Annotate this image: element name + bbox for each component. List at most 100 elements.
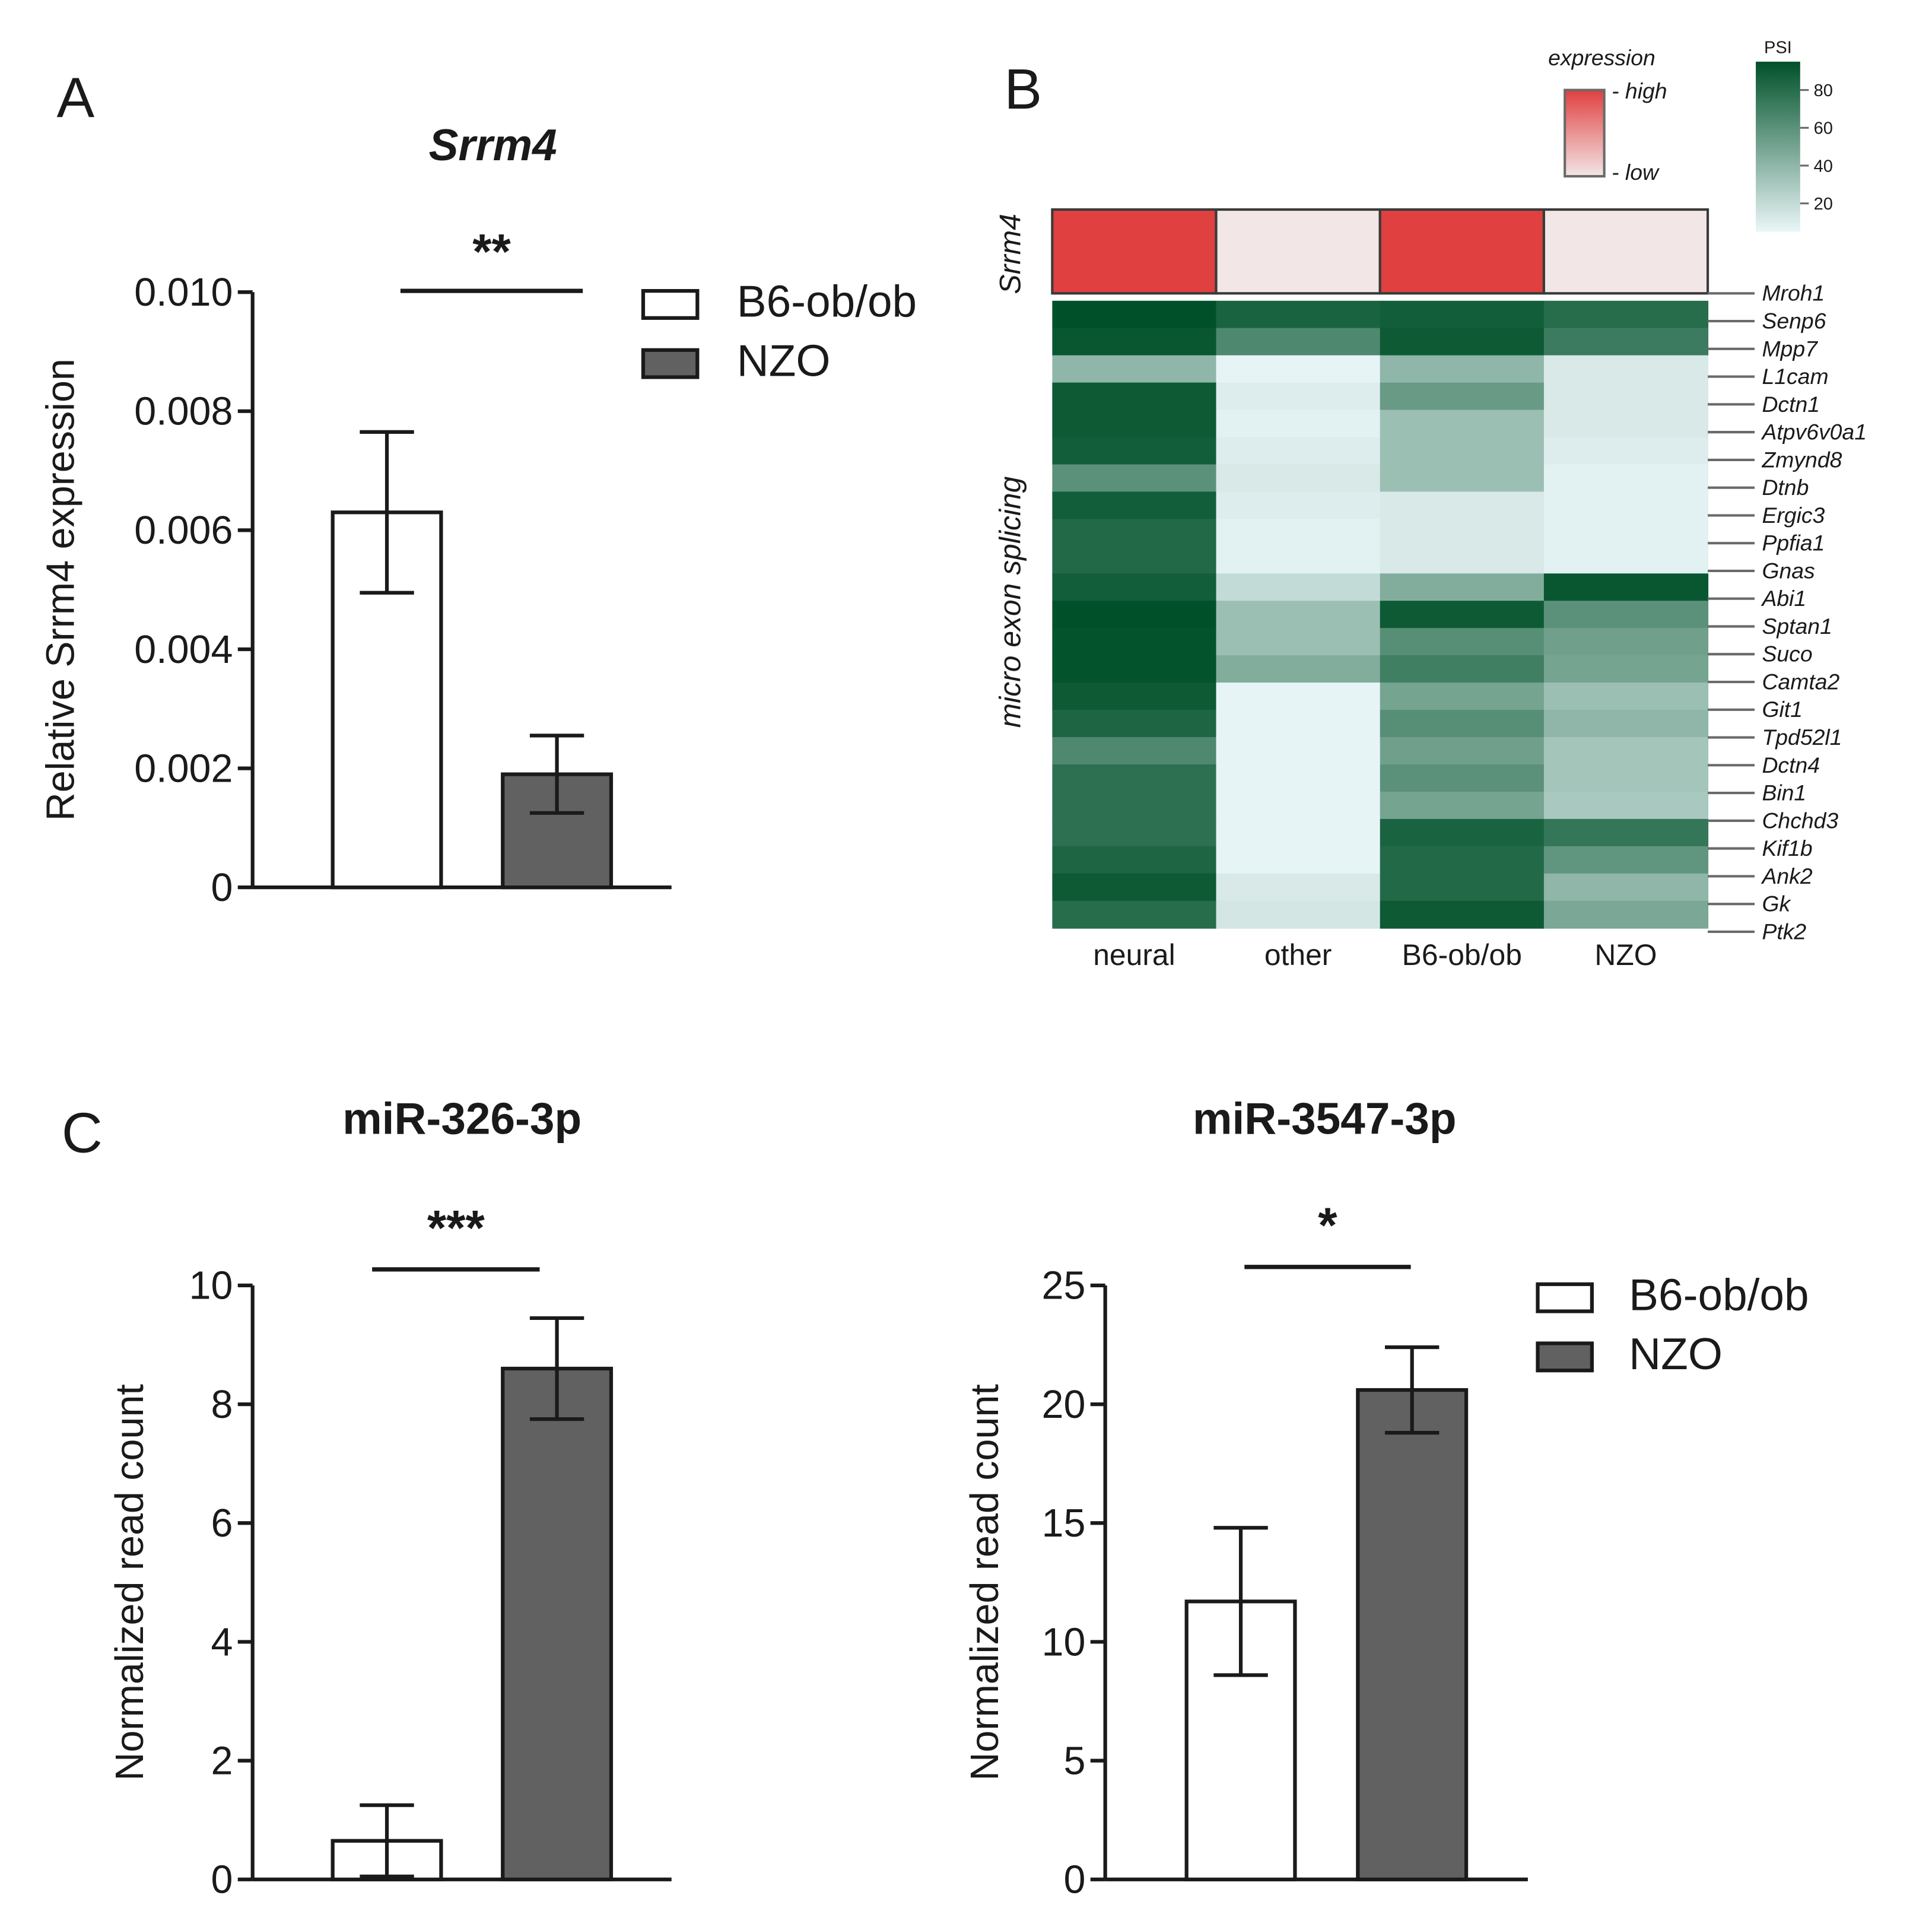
heatmap-gene-label: Mroh1 [1762,281,1825,306]
heatmap-cell [1052,764,1217,792]
heatmap-cell [1543,900,1709,929]
heatmap-cell [1543,491,1709,520]
heatmap-cell [1543,355,1709,383]
panel-a-letter: A [57,66,95,129]
heatmap-gene-label: Ptk2 [1762,919,1806,944]
panel-c1-y-tick-label: 4 [211,1620,233,1664]
heatmap-cell [1052,601,1217,629]
legend-top: B6-ob/ob NZO [641,277,917,385]
heatmap-cell [1380,710,1545,738]
heatmap-gene-label: Dctn4 [1762,753,1820,777]
heatmap-gene-label: Sptan1 [1762,614,1832,639]
panel-c2-significance-stars: * [1318,1198,1337,1253]
heatmap-cell [1543,628,1709,656]
panel-c1-bar-nzo [501,1366,614,1881]
heatmap-cell [1380,491,1545,520]
panel-c2-y-tick-label: 5 [1063,1739,1085,1783]
heatmap-side-label: micro exon splicing [993,476,1027,728]
heatmap-cell [1543,737,1709,766]
heatmap-cell [1216,873,1381,902]
heatmap-gene-label: Kif1b [1762,836,1812,861]
heatmap-cell [1216,655,1381,684]
heatmap-cell [1543,655,1709,684]
legend-top-swatch-nzo [641,348,700,379]
legend-top-label-nzo: NZO [737,335,831,385]
heatmap-cell [1216,410,1381,438]
legend-bottom-label-nzo: NZO [1629,1329,1723,1379]
expression-legend-title: expression [1548,45,1655,70]
heatmap-cell [1380,628,1545,656]
panel-c2-y-tick-label: 10 [1042,1620,1086,1664]
expression-legend-high: - high [1612,78,1667,103]
panel-c1-y-axis-label: Normalized read count [108,1384,152,1780]
heatmap-cell [1543,410,1709,438]
heatmap-cell [1380,410,1545,438]
psi-legend-title: PSI [1764,38,1792,57]
panel-c1-y-tick-label: 6 [211,1502,233,1545]
heatmap-gene-label: Zmynd8 [1761,447,1842,472]
panel-c2-bar-nzo [1356,1388,1469,1881]
heatmap-gene-label: Dtnb [1762,475,1809,500]
heatmap-expression-cell-neural [1051,208,1218,295]
heatmap-cell [1052,464,1217,493]
panel-a-significance-stars: ** [472,224,511,280]
heatmap-gene-label: Chchd3 [1762,808,1838,833]
heatmap-cell [1380,873,1545,902]
heatmap-gene-label: L1cam [1762,364,1828,389]
heatmap-cell [1052,791,1217,820]
heatmap-cell [1543,601,1709,629]
panel-c1-significance-stars: *** [427,1200,485,1255]
heatmap-cell [1380,573,1545,602]
heatmap-cell [1380,546,1545,574]
heatmap-cell [1216,300,1381,329]
heatmap-cell [1380,655,1545,684]
legend-bottom-label-b6: B6-ob/ob [1629,1269,1809,1319]
heatmap-cell [1216,437,1381,465]
panel-a-y-axis-label: Relative Srrm4 expression [39,358,83,821]
heatmap-column-label: neural [1093,938,1175,972]
heatmap-cell [1052,355,1217,383]
heatmap-cell [1380,764,1545,792]
heatmap-cell [1216,737,1381,766]
heatmap-cell [1052,328,1217,356]
heatmap-cell [1216,573,1381,602]
heatmap-cell [1380,519,1545,547]
heatmap-gene-label: Ppfia1 [1762,531,1825,556]
heatmap-cell [1543,328,1709,356]
heatmap-cell [1216,846,1381,874]
heatmap-cell [1543,710,1709,738]
heatmap-cell [1543,818,1709,847]
heatmap-cell [1216,710,1381,738]
panel-b: B Srrm4 micro exon splicing Mroh1 Senp6Mpp7… [993,38,1867,972]
heatmap-cell [1380,683,1545,711]
panel-c2-title: miR-3547-3p [1193,1093,1457,1143]
heatmap-cell [1052,491,1217,520]
panel-c2-y-tick-label: 25 [1042,1264,1086,1308]
panel-a: A Srrm4 0 0.002 0.004 0.006 0.008 0.010 Relati… [39,66,917,910]
heatmap-cell [1216,328,1381,356]
psi-legend-bar [1756,61,1800,232]
panel-a-chart: 0 0.002 0.004 0.006 0.008 0.010 Relative Srrm4… [39,224,672,910]
heatmap-cell [1543,873,1709,902]
panel-c1-y-tick-label: 10 [189,1264,233,1308]
heatmap-cell [1380,818,1545,847]
heatmap-cell [1543,683,1709,711]
heatmap-cell [1052,818,1217,847]
panel-c2-y-tick-label: 0 [1063,1858,1085,1902]
panel-a-y-tick-label: 0.008 [134,390,233,434]
heatmap-cell [1380,791,1545,820]
panel-c1-title: miR-326-3p [342,1093,581,1143]
heatmap-cell [1052,900,1217,929]
heatmap-cell [1216,900,1381,929]
heatmap-cell [1380,437,1545,465]
heatmap-column-label: other [1264,938,1332,972]
legend-bottom: B6-ob/ob NZO [1536,1269,1809,1379]
heatmap-cell [1216,818,1381,847]
heatmap-cell [1052,382,1217,411]
heatmap-cell [1216,546,1381,574]
heatmap-cell [1052,710,1217,738]
heatmap-cell [1543,791,1709,820]
panel-a-y-tick-label: 0.002 [134,747,233,791]
heatmap-expression-cell-NZO [1542,208,1709,295]
